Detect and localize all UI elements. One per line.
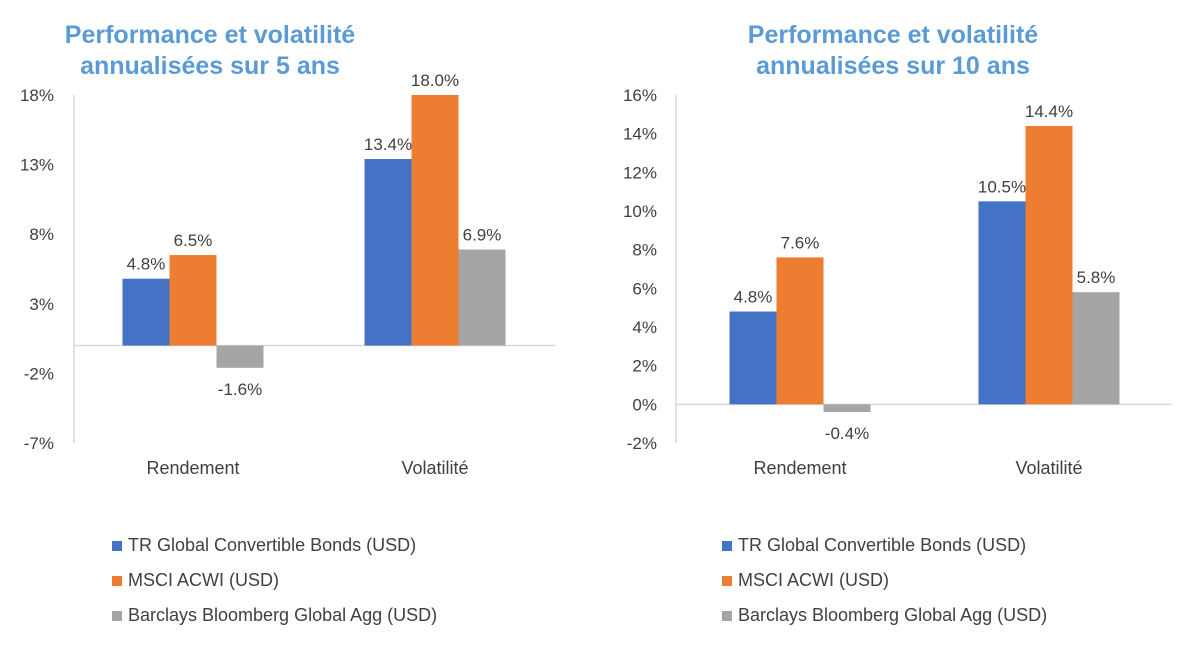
chart-title: Performance et volatilité annualisées su… bbox=[0, 20, 420, 82]
bar-chart: 16% 14% 12% 10% 8% 6% 4% 2% 0% -2% Rendement Volati… bbox=[623, 86, 1172, 478]
data-label: 7.6% bbox=[781, 233, 820, 252]
y-tick-label: -7% bbox=[24, 434, 54, 453]
chart-title-line-1: Performance et volatilité bbox=[747, 21, 1039, 49]
bar bbox=[458, 249, 506, 346]
legend-label: Barclays Bloomberg Global Agg (USD) bbox=[738, 605, 1048, 625]
y-tick-label: 2% bbox=[632, 357, 657, 376]
bar bbox=[216, 345, 264, 368]
legend-item: MSCI ACWI (USD) bbox=[722, 563, 1047, 598]
bar bbox=[169, 255, 217, 346]
legend-swatch bbox=[722, 540, 732, 551]
data-label: 18.0% bbox=[411, 71, 459, 90]
y-tick-label: 8% bbox=[29, 225, 54, 244]
chart-title: Performance et volatilité annualisées su… bbox=[598, 20, 1188, 82]
legend: TR Global Convertible Bonds (USD) MSCI A… bbox=[722, 528, 1047, 633]
y-tick-label: 10% bbox=[623, 202, 657, 221]
y-tick-label: 3% bbox=[29, 295, 54, 314]
chart-panel-5y: Performance et volatilité annualisées su… bbox=[0, 20, 555, 633]
y-tick-label: 13% bbox=[20, 156, 54, 175]
legend-swatch bbox=[722, 610, 732, 621]
bar bbox=[978, 201, 1026, 405]
chart-title-line-2: annualisées sur 5 ans bbox=[80, 52, 340, 80]
data-label: 5.8% bbox=[1077, 268, 1116, 287]
bar bbox=[823, 404, 871, 413]
y-tick-label: 4% bbox=[632, 318, 657, 337]
legend-item: TR Global Convertible Bonds (USD) bbox=[112, 528, 437, 563]
legend-label: MSCI ACWI (USD) bbox=[128, 570, 279, 590]
data-label: 6.9% bbox=[463, 226, 502, 245]
legend-item: Barclays Bloomberg Global Agg (USD) bbox=[112, 598, 437, 633]
x-category-label: Rendement bbox=[146, 458, 239, 478]
bar bbox=[364, 159, 412, 346]
y-tick-label: -2% bbox=[24, 364, 54, 383]
y-tick-label: -2% bbox=[627, 434, 657, 453]
bar-chart: 18% 13% 8% 3% -2% -7% Rendement Volatilité 4.8% 1… bbox=[20, 71, 555, 478]
bar bbox=[122, 278, 170, 346]
data-label: 10.5% bbox=[978, 177, 1026, 196]
y-tick-label: 18% bbox=[20, 86, 54, 105]
x-category-label: Volatilité bbox=[401, 458, 468, 478]
chart-title-line-2: annualisées sur 10 ans bbox=[756, 52, 1030, 80]
data-label: 4.8% bbox=[734, 288, 773, 307]
data-label: -1.6% bbox=[218, 380, 262, 399]
y-tick-label: 0% bbox=[632, 395, 657, 414]
bar bbox=[1025, 125, 1073, 405]
legend-swatch bbox=[722, 575, 732, 586]
legend-label: Barclays Bloomberg Global Agg (USD) bbox=[128, 605, 438, 625]
y-tick-label: 6% bbox=[632, 279, 657, 298]
legend: TR Global Convertible Bonds (USD) MSCI A… bbox=[112, 528, 437, 633]
y-tick-label: 14% bbox=[623, 125, 657, 144]
legend-label: TR Global Convertible Bonds (USD) bbox=[128, 535, 417, 555]
y-tick-label: 12% bbox=[623, 163, 657, 182]
data-label: 6.5% bbox=[174, 231, 213, 250]
legend-item: Barclays Bloomberg Global Agg (USD) bbox=[722, 598, 1047, 633]
legend-swatch bbox=[112, 540, 122, 551]
bar bbox=[729, 311, 777, 405]
x-category-label: Volatilité bbox=[1015, 458, 1082, 478]
legend-swatch bbox=[112, 610, 122, 621]
y-tick-label: 8% bbox=[632, 241, 657, 260]
chart-panel-10y: Performance et volatilité annualisées su… bbox=[598, 0, 1196, 647]
legend-label: TR Global Convertible Bonds (USD) bbox=[738, 535, 1027, 555]
data-label: -0.4% bbox=[825, 424, 869, 443]
legend-label: MSCI ACWI (USD) bbox=[738, 570, 889, 590]
x-category-label: Rendement bbox=[753, 458, 846, 478]
bar bbox=[776, 257, 824, 405]
bar bbox=[411, 95, 459, 346]
legend-item: TR Global Convertible Bonds (USD) bbox=[722, 528, 1047, 563]
data-label: 4.8% bbox=[127, 255, 166, 274]
chart-title-line-1: Performance et volatilité bbox=[64, 21, 356, 49]
bar bbox=[1072, 292, 1120, 405]
legend-item: MSCI ACWI (USD) bbox=[112, 563, 437, 598]
legend-swatch bbox=[112, 575, 122, 586]
data-label: 14.4% bbox=[1025, 102, 1073, 121]
data-label: 13.4% bbox=[364, 135, 412, 154]
y-tick-label: 16% bbox=[623, 86, 657, 105]
